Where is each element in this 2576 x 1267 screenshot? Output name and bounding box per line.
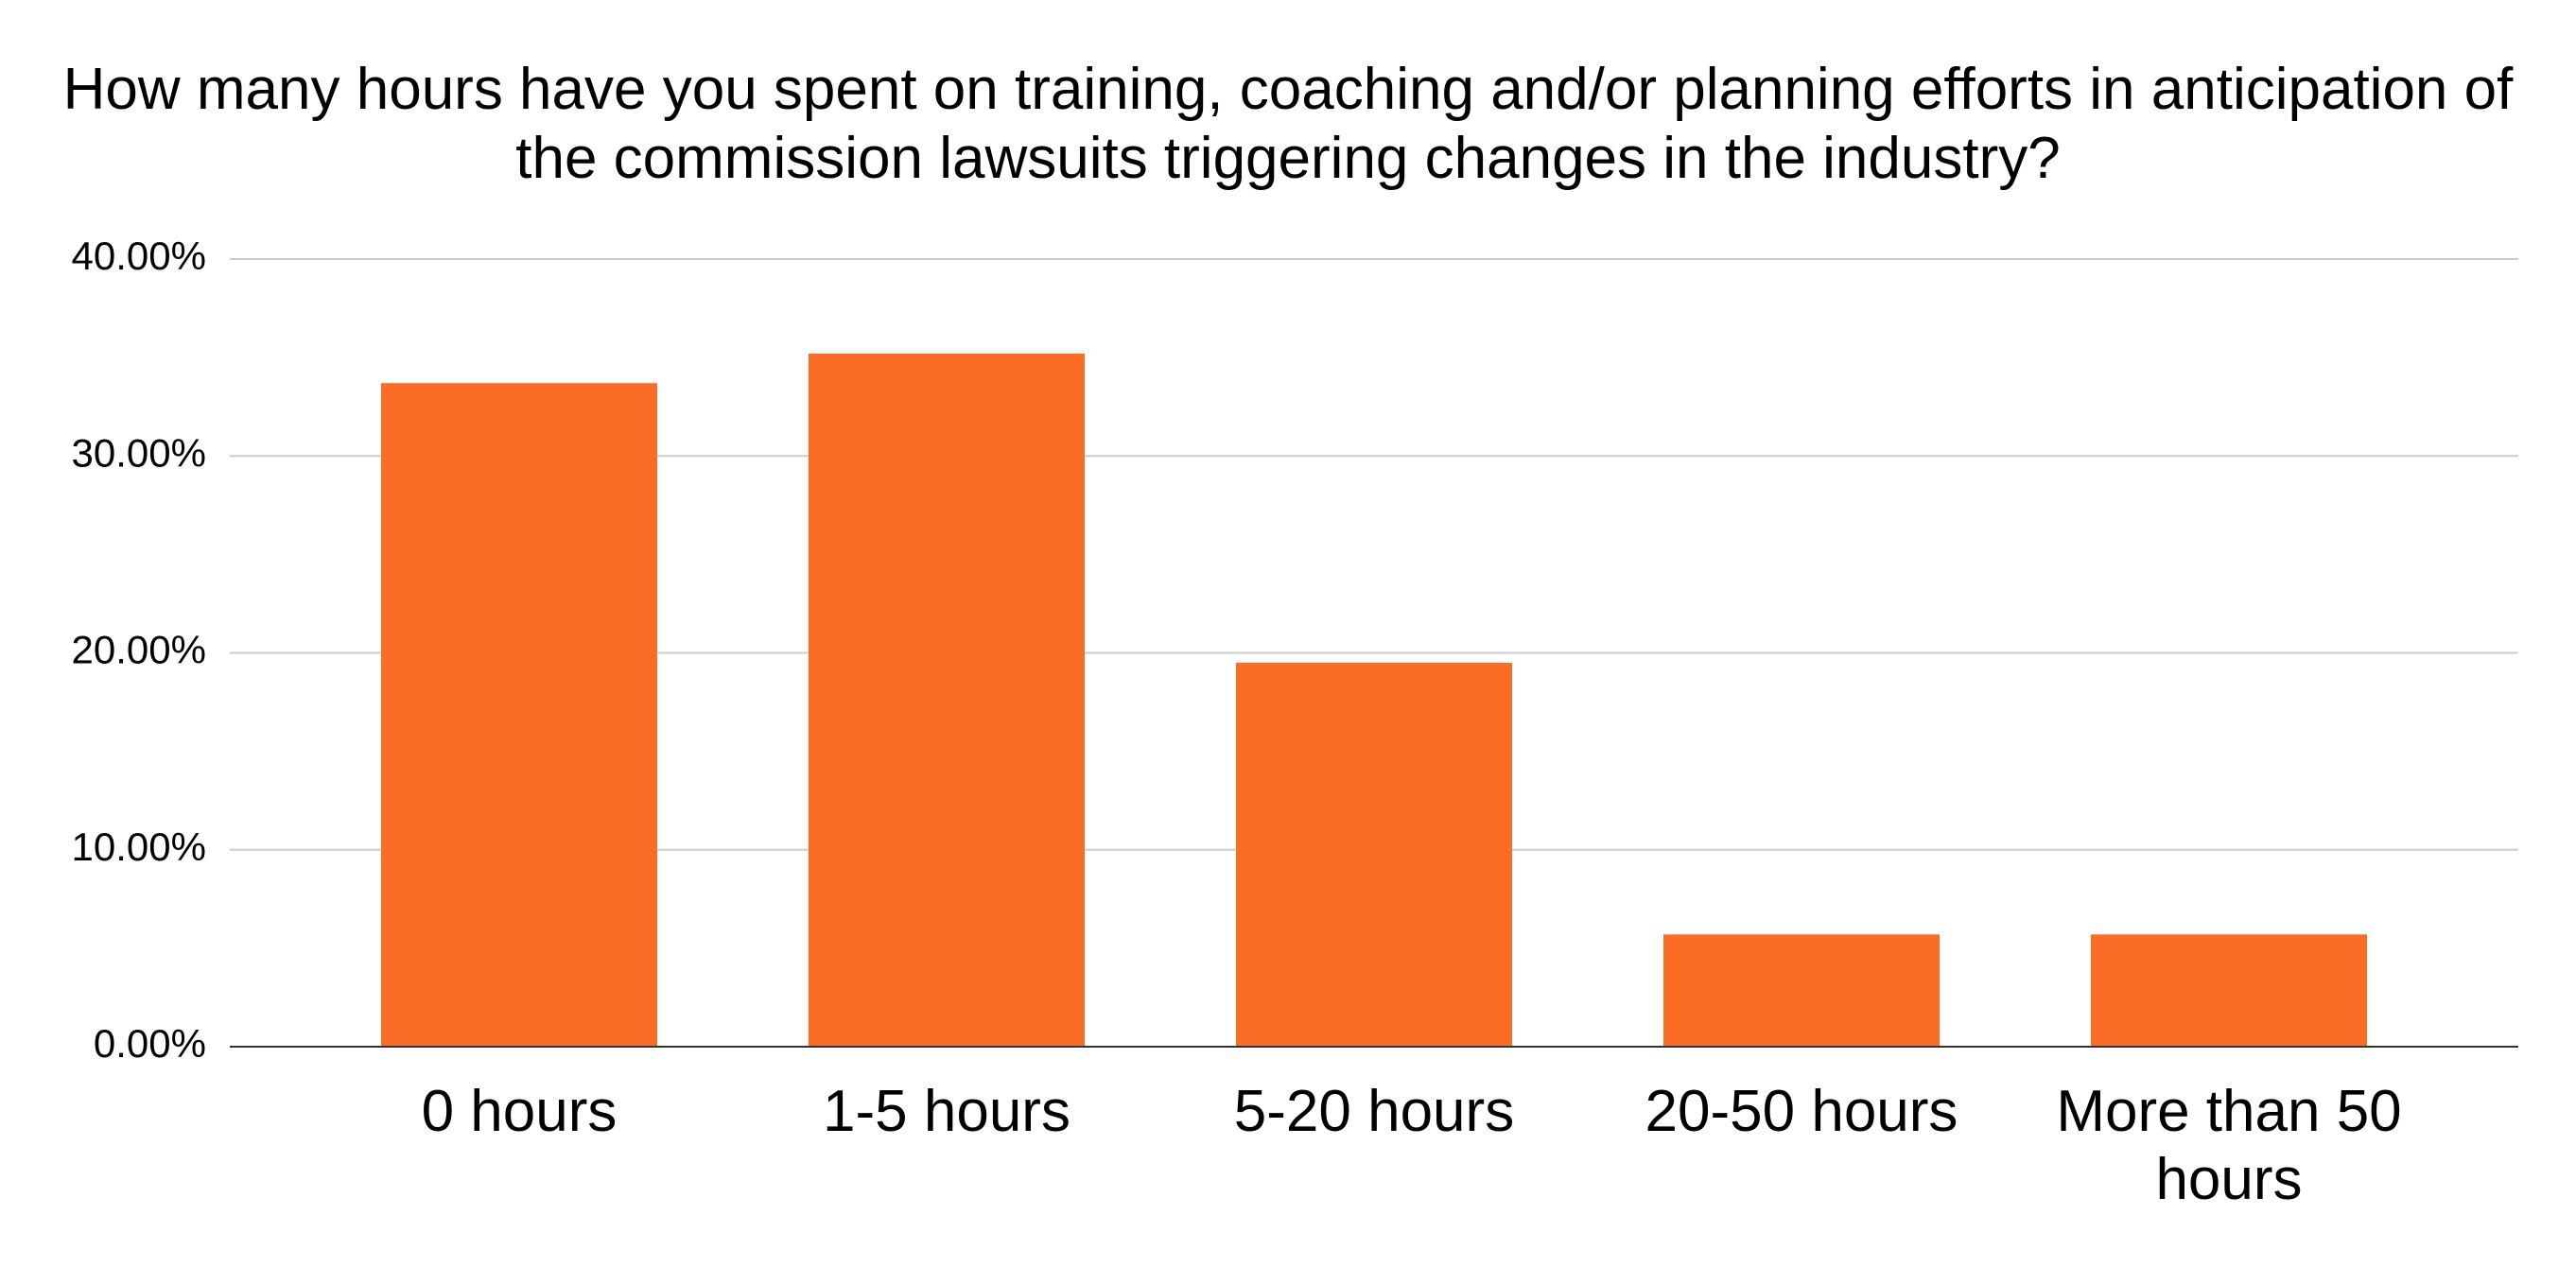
bar bbox=[381, 383, 657, 1047]
chart-title: How many hours have you spent on trainin… bbox=[62, 57, 2514, 191]
x-tick-label: 20-50 hours bbox=[1645, 1079, 1958, 1144]
x-tick-label: 5-20 hours bbox=[1233, 1079, 1515, 1144]
x-tick-label: 0 hours bbox=[421, 1079, 618, 1144]
bar bbox=[809, 353, 1085, 1048]
y-tick-label: 30.00% bbox=[72, 430, 206, 475]
bar bbox=[1663, 934, 1940, 1047]
y-tick-label: 0.00% bbox=[94, 1021, 206, 1066]
bar bbox=[2091, 934, 2367, 1047]
x-tick-label: More than 50 hours bbox=[2056, 1079, 2402, 1212]
y-tick-label: 10.00% bbox=[72, 824, 206, 869]
x-tick-label: 1-5 hours bbox=[823, 1079, 1070, 1144]
y-tick-label: 20.00% bbox=[72, 628, 206, 672]
y-tick-label: 40.00% bbox=[72, 234, 206, 278]
bar bbox=[1236, 662, 1512, 1047]
